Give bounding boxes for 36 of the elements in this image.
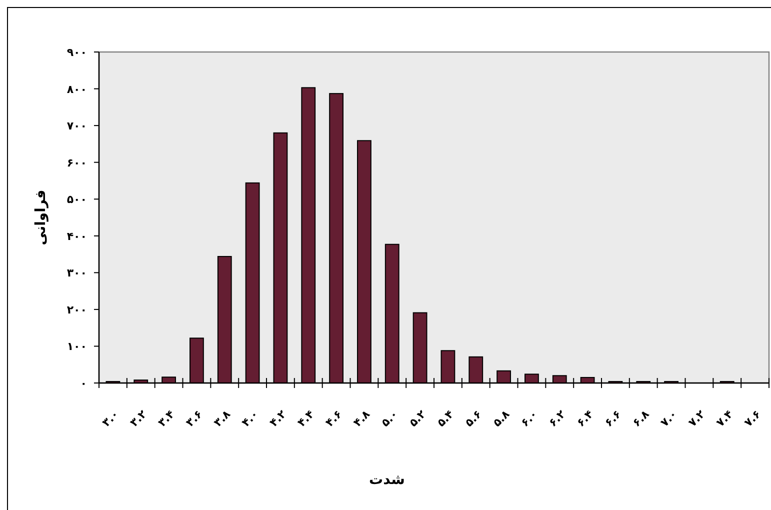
x-tick-label: ۴.۴ bbox=[295, 408, 317, 430]
y-tick-label: ۸۰۰ bbox=[66, 82, 87, 96]
x-tick-label: ۳.۸ bbox=[211, 408, 234, 430]
x-tick-label: ۳.۰ bbox=[100, 408, 122, 430]
x-tick-label: ۴.۶ bbox=[322, 408, 345, 430]
x-tick-label: ۶.۲ bbox=[546, 408, 568, 430]
x-tick-label: ۴.۲ bbox=[267, 408, 290, 430]
y-tick-label: ۹۰۰ bbox=[66, 46, 87, 59]
y-tick-label: ۶۰۰ bbox=[66, 156, 87, 170]
y-axis-title: فراوانی bbox=[33, 190, 49, 246]
x-tick-label: ۷.۲ bbox=[686, 408, 708, 430]
x-tick-label: ۳.۶ bbox=[183, 408, 206, 430]
x-tick-label: ۵.۲ bbox=[406, 408, 429, 430]
y-tick-label: ۳۰۰ bbox=[66, 266, 87, 280]
y-tick-label: ۵۰۰ bbox=[66, 193, 87, 206]
x-tick-label: ۳.۲ bbox=[128, 408, 150, 430]
x-tick-label: ۵.۶ bbox=[462, 408, 484, 430]
y-tick-label: ۷۰۰ bbox=[66, 120, 87, 133]
x-tick-label: ۷.۶ bbox=[742, 408, 764, 430]
x-tick-label: ۶.۸ bbox=[630, 408, 652, 430]
x-tick-label: ۵.۸ bbox=[490, 408, 512, 430]
x-tick-label: ۳.۴ bbox=[155, 408, 178, 430]
x-tick-label: ۶.۶ bbox=[602, 408, 624, 430]
x-tick-label: ۷.۴ bbox=[714, 408, 736, 430]
y-tick-label: ۴۰۰ bbox=[66, 230, 87, 243]
x-tick-label: ۶.۴ bbox=[574, 408, 596, 430]
y-tick-label: ۲۰۰ bbox=[66, 303, 87, 316]
x-tick-label: ۷.۰ bbox=[658, 408, 680, 430]
x-axis-title: شدت bbox=[369, 472, 405, 488]
y-tick-label: ۰ bbox=[80, 377, 87, 390]
y-tick-label: ۱۰۰ bbox=[66, 340, 87, 354]
x-tick-label: ۶.۰ bbox=[518, 408, 540, 430]
x-tick-label: ۴.۰ bbox=[239, 408, 261, 430]
x-tick-label: ۴.۸ bbox=[350, 408, 373, 430]
x-tick-label: ۵.۰ bbox=[378, 408, 400, 430]
x-tick-label: ۵.۴ bbox=[434, 408, 457, 430]
